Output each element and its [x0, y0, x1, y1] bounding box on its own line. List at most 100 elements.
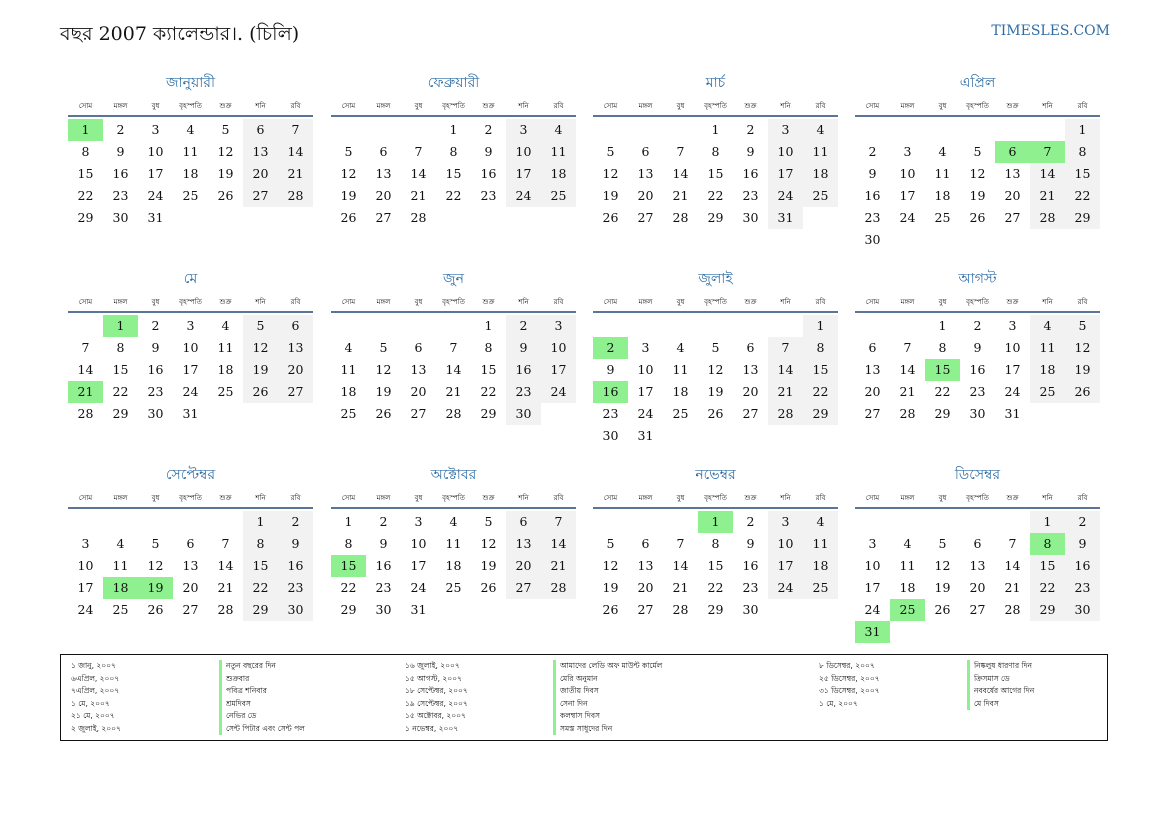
day-cell: 19 [602, 580, 619, 595]
empty-cell [103, 511, 138, 533]
weekday-label: মঙ্গল [113, 298, 128, 306]
month-1: জানুয়ারী সোম মঙ্গল বুধ বৃহস্পতি শুক্র শনি রবি 1… [68, 72, 313, 229]
day-cell: 25 [112, 602, 129, 617]
day-cell: 2 [868, 144, 877, 159]
day-cell: 17 [864, 580, 881, 595]
day-cell: 1 [711, 122, 720, 137]
empty-cell [733, 315, 768, 337]
day-cell: 19 [934, 580, 951, 595]
day-cell: 15 [803, 359, 838, 381]
day-cell: 22 [934, 384, 951, 399]
day-cell: 28 [672, 602, 689, 617]
weekday-label: বৃহস্পতি [704, 298, 727, 306]
day-cell: 15 [445, 166, 462, 181]
day-cell: 27 [375, 210, 392, 225]
day-cell: 15 [77, 166, 94, 181]
month-name: নভেম্বর [695, 467, 736, 483]
day-cell: 9 [379, 536, 388, 551]
day-cell: 16 [480, 166, 497, 181]
holiday-name: কলম্বাস দিবস [553, 710, 730, 723]
day-cell: 25 [340, 406, 357, 421]
day-cell: 20 [243, 163, 278, 185]
day-cell: 19 [243, 359, 278, 381]
weekday-label: বুধ [414, 494, 423, 502]
day-cell: 29 [340, 602, 357, 617]
day-cell: 5 [484, 514, 493, 529]
day-cell: 21 [899, 384, 916, 399]
day-cell: 8 [81, 144, 90, 159]
weekday-label: মঙ্গল [376, 102, 391, 110]
day-cell: 2 [746, 514, 755, 529]
day-cell: 4 [903, 536, 912, 551]
holiday-row: ৬এপ্রিল, ২০০৭ শুক্রবার [61, 672, 396, 685]
day-cell: 22 [340, 580, 357, 595]
day-cell: 10 [768, 141, 803, 163]
month-2: ফেব্রুয়ারী সোম মঙ্গল বুধ বৃহস্পতি শুক্র শনি রব… [331, 72, 576, 229]
day-cell: 18 [541, 163, 576, 185]
day-cell: 27 [1004, 210, 1021, 225]
site-link[interactable]: TIMESLES.COM [991, 23, 1110, 39]
empty-cell [593, 119, 628, 141]
day-cell: 13 [278, 337, 313, 359]
weekday-label: রবি [815, 298, 826, 306]
weekday-label: বৃহস্পতি [442, 494, 465, 502]
weekday-label: শুক্র [1006, 102, 1019, 110]
day-cell: 3 [768, 511, 803, 533]
empty-cell [436, 315, 471, 337]
day-cell: 31 [147, 210, 164, 225]
day-cell: 17 [506, 163, 541, 185]
day-cell: 24 [864, 602, 881, 617]
day-cell: 16 [506, 359, 541, 381]
empty-cell [401, 119, 436, 141]
month-7: জুলাই সোম মঙ্গল বুধ বৃহস্পতি শুক্র শনি রবি 1 2 3 4 5… [593, 268, 838, 447]
day-cell: 20 [969, 580, 986, 595]
holiday-date: ১৬ জুলাই, ২০০৭ [405, 661, 460, 670]
day-cell: 25 [541, 185, 576, 207]
day-cell: 18 [672, 384, 689, 399]
holiday-day-cell: 1 [103, 315, 138, 337]
day-cell: 15 [707, 166, 724, 181]
holiday-row: ১৬ জুলাই, ২০০৭ আমাদের লেডি অফ মাউন্ট কার্… [395, 660, 730, 673]
holiday-date: ১৯ সেপ্টেম্বর, ২০০৭ [405, 698, 468, 708]
holiday-date: ৬এপ্রিল, ২০০৭ [71, 673, 120, 683]
holiday-day-cell: 18 [103, 577, 138, 599]
day-cell: 12 [707, 362, 724, 377]
day-cell: 30 [742, 210, 759, 225]
day-cell: 26 [217, 188, 234, 203]
holiday-day-cell: 15 [925, 359, 960, 381]
day-cell: 29 [803, 403, 838, 425]
day-cell: 4 [449, 514, 458, 529]
day-cell: 13 [637, 166, 654, 181]
weekday-label: শনি [1042, 102, 1053, 110]
empty-cell [593, 511, 628, 533]
weekday-header: সোম মঙ্গল বুধ বৃহস্পতি শুক্র শনি রবি [331, 489, 576, 509]
day-cell: 25 [803, 185, 838, 207]
holiday-date: ৭এপ্রিল, ২০০৭ [71, 686, 120, 695]
day-cell: 2 [151, 318, 160, 333]
holiday-day-cell: 31 [855, 621, 890, 643]
month-name: এপ্রিল [959, 75, 996, 91]
day-cell: 2 [1065, 511, 1100, 533]
weekday-label: সোম [865, 494, 880, 502]
holiday-row: ১ জানু, ২০০৭ নতুন বছরের দিন [61, 660, 396, 673]
day-cell: 30 [742, 602, 759, 617]
day-grid: 1 2 3 4 5 6 7 8 9 10 11 12 13 14 15 16 17 18 19 20 21 22 23 24 2… [855, 511, 1100, 643]
day-cell: 1 [344, 514, 353, 529]
weekday-header: সোম মঙ্গল বুধ বৃহস্পতি শুক্র শনি রবি [68, 489, 313, 509]
holiday-column-2: ১৬ জুলাই, ২০০৭ আমাদের লেডি অফ মাউন্ট কার্… [395, 660, 730, 735]
day-cell: 14 [541, 533, 576, 555]
weekday-label: বৃহস্পতি [966, 494, 989, 502]
empty-cell [593, 315, 628, 337]
day-cell: 9 [506, 337, 541, 359]
weekday-label: শুক্র [744, 298, 757, 306]
day-cell: 5 [379, 340, 388, 355]
day-cell: 7 [676, 536, 685, 551]
holiday-day-cell: 19 [138, 577, 173, 599]
day-cell: 13 [410, 362, 427, 377]
weekday-label: শুক্র [219, 494, 232, 502]
day-cell: 10 [182, 340, 199, 355]
day-cell: 14 [278, 141, 313, 163]
weekday-label: শনি [1042, 494, 1053, 502]
holiday-day-cell: 25 [890, 599, 925, 621]
day-cell: 19 [480, 558, 497, 573]
